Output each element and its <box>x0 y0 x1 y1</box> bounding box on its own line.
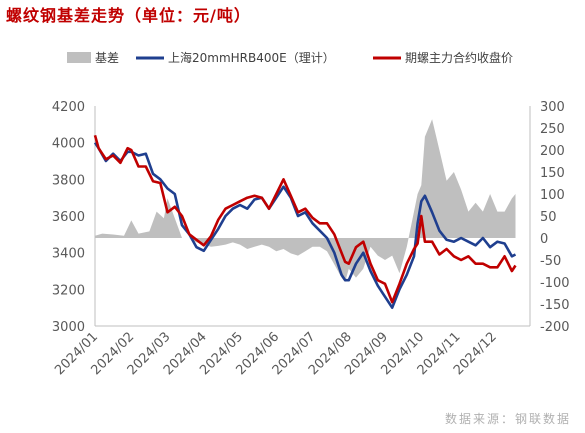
y-left-tick-label: 3800 <box>52 173 85 188</box>
legend-swatch-basis <box>67 52 91 63</box>
series-futures-line <box>93 134 517 304</box>
source-note: 数据来源：钢联数据 <box>444 412 571 426</box>
y-right-tick-label: -100 <box>540 276 570 291</box>
legend-label-basis: 基差 <box>95 51 119 65</box>
legend-label-futures: 期螺主力合约收盘价 <box>405 50 513 65</box>
y-right-tick-label: 150 <box>540 166 565 181</box>
y-right-tick-label: -50 <box>540 254 561 269</box>
y-left-tick-label: 4000 <box>52 137 85 152</box>
legend-label-spot: 上海20mmHRB400E（理计） <box>168 50 335 65</box>
y-right-tick-label: -150 <box>540 298 570 313</box>
y-right-tick-label: 0 <box>540 232 548 247</box>
y-right-tick-label: -200 <box>540 320 570 335</box>
series-spot-line <box>93 141 517 310</box>
y-right-tick-label: 250 <box>540 122 565 137</box>
y-right-tick-label: 100 <box>540 188 565 203</box>
y-left-tick-label: 3200 <box>52 283 85 298</box>
y-left-tick-label: 3600 <box>52 210 85 225</box>
y-right-tick-label: 50 <box>540 210 557 225</box>
y-left-tick-label: 4200 <box>52 100 85 115</box>
chart-legend: 基差 上海20mmHRB400E（理计） 期螺主力合约收盘价 <box>67 50 513 65</box>
chart-title: 螺纹钢基差走势（单位：元/吨） <box>6 6 251 25</box>
y-right-tick-label: 300 <box>540 100 565 115</box>
y-left-tick-label: 3400 <box>52 247 85 262</box>
y-left-tick-label: 3000 <box>52 320 85 335</box>
series-basis-area <box>95 119 516 282</box>
y-right-tick-label: 200 <box>540 144 565 159</box>
